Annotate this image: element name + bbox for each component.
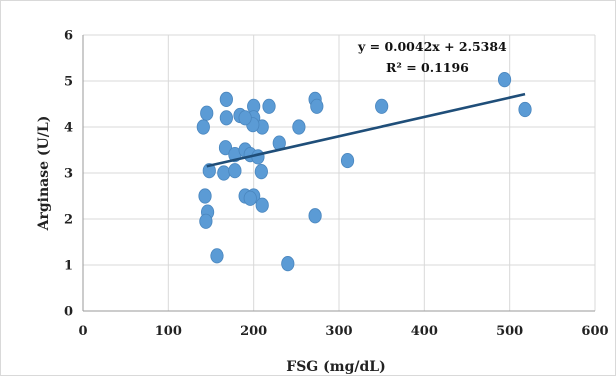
data-point — [375, 98, 389, 114]
x-tick-label: 500 — [496, 324, 523, 339]
data-point — [198, 188, 212, 204]
data-point — [292, 119, 306, 135]
data-point — [308, 208, 322, 224]
y-tick-label: 0 — [64, 305, 73, 320]
y-tick-label: 1 — [64, 259, 73, 274]
data-point — [497, 72, 512, 88]
x-tick-label: 0 — [78, 324, 87, 339]
equation-annotation: y = 0.0042x + 2.5384 — [357, 39, 507, 54]
data-point — [196, 119, 210, 135]
y-tick-label: 3 — [64, 167, 73, 182]
x-tick-label: 400 — [411, 324, 438, 339]
data-point — [228, 163, 242, 179]
data-point — [243, 190, 257, 206]
data-point — [202, 163, 216, 179]
r-squared-annotation: R² = 0.1196 — [386, 60, 469, 75]
y-axis-title: Arginase (U/L) — [36, 116, 52, 232]
y-tick-label: 2 — [64, 213, 73, 228]
data-point — [238, 110, 252, 126]
trendline-group — [206, 92, 526, 168]
y-tick-label: 4 — [64, 121, 73, 136]
axes — [82, 35, 595, 312]
y-tick-label: 6 — [64, 29, 73, 44]
data-point — [219, 91, 233, 108]
x-tick-label: 300 — [325, 324, 352, 339]
data-point — [200, 105, 214, 121]
gridlines — [83, 34, 596, 311]
data-point — [518, 101, 532, 118]
x-tick-label: 200 — [240, 324, 267, 339]
y-tick-label: 5 — [64, 75, 73, 90]
data-point — [340, 152, 355, 169]
trendline — [206, 92, 526, 168]
data-point — [281, 256, 295, 272]
x-tick-label: 100 — [155, 324, 182, 339]
data-point — [219, 110, 233, 126]
data-point — [199, 213, 213, 229]
tick-labels: 0 100 200 300 400 500 600 0 1 2 3 4 5 6 — [64, 29, 609, 340]
data-point — [255, 197, 269, 213]
x-tick-label: 600 — [581, 324, 608, 339]
data-point — [262, 98, 276, 114]
data-point — [254, 164, 268, 180]
data-point — [210, 248, 224, 264]
data-points — [196, 72, 532, 272]
data-point — [218, 140, 233, 156]
data-point — [217, 165, 231, 181]
data-point — [310, 98, 324, 114]
x-axis-title: FSG (mg/dL) — [286, 359, 385, 375]
